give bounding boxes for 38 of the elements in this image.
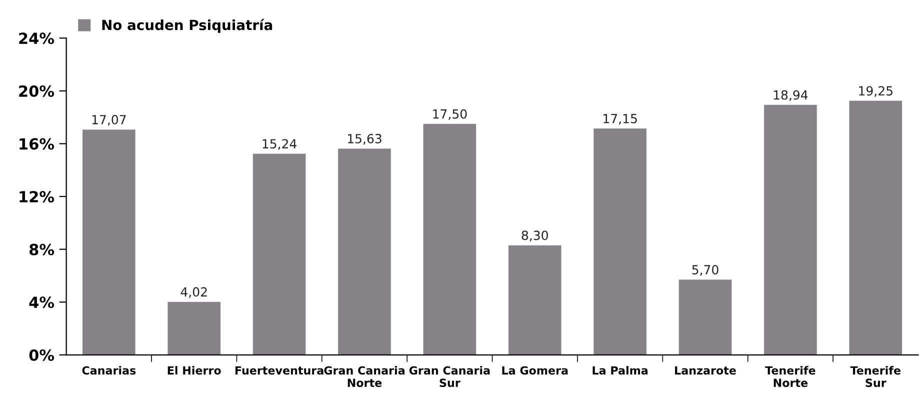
data-label: 4,02	[180, 287, 207, 298]
x-tick-label: Canarias	[82, 366, 136, 375]
bar	[338, 148, 391, 355]
data-label: 17,07	[92, 114, 126, 126]
bar	[849, 100, 902, 355]
data-label: 15,63	[348, 134, 382, 145]
bar	[168, 302, 221, 355]
bar	[252, 154, 306, 355]
bar	[764, 104, 817, 355]
legend-label: No acuden Psiquiatría	[102, 18, 272, 33]
data-label: 18,94	[774, 90, 808, 101]
x-tick-label: Tenerife Sur	[850, 366, 900, 388]
x-tick-label: Fuerteventura	[235, 366, 324, 375]
y-tick-label: 4%	[29, 296, 54, 308]
data-label: 8,30	[522, 230, 548, 242]
data-label: 15,24	[262, 139, 296, 150]
data-label: 19,25	[859, 86, 892, 97]
x-tick-label: Lanzarote	[675, 366, 736, 375]
data-label: 5,70	[692, 264, 718, 276]
x-tick-label: Gran Canaria Sur	[409, 366, 490, 388]
y-tick-label: 12%	[20, 190, 54, 203]
bar	[678, 280, 732, 355]
bar	[423, 124, 476, 355]
x-tick-label: Tenerife Norte	[765, 366, 816, 388]
x-tick-label: El Hierro	[168, 366, 221, 375]
x-tick-label: Gran Canaria Norte	[324, 366, 404, 388]
bar	[594, 128, 646, 355]
x-tick-label: La Gomera	[502, 366, 568, 375]
bar	[82, 130, 136, 355]
bar	[508, 245, 562, 355]
data-label: 17,15	[604, 114, 637, 125]
y-tick-label: 8%	[30, 244, 54, 256]
x-tick-label: La Palma	[592, 366, 648, 375]
data-label: 17,50	[433, 109, 467, 120]
y-tick-label: 24%	[19, 32, 54, 44]
y-tick-label: 20%	[19, 85, 54, 97]
y-tick-label: 0%	[29, 349, 54, 361]
y-tick-label: 16%	[20, 138, 54, 150]
